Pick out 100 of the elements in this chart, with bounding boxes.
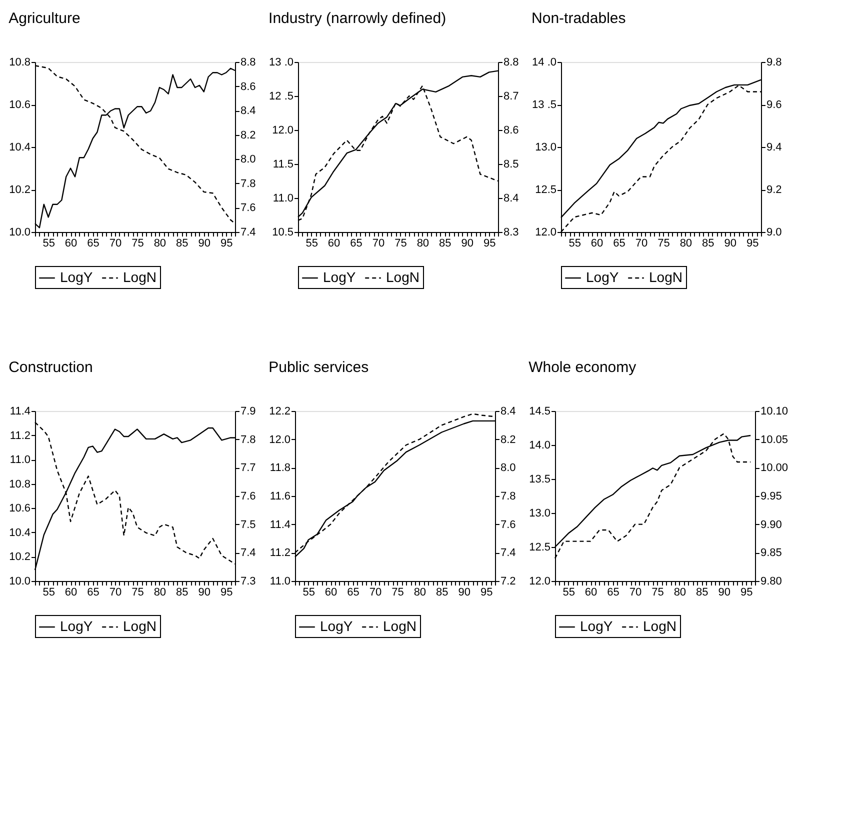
y2-tick-label: 8.3 xyxy=(504,226,519,238)
x-tick-label: 95 xyxy=(746,238,759,250)
legend-label: LogY xyxy=(60,618,94,634)
y-tick-label: 11.2 xyxy=(270,547,290,560)
y2-tick-label: 7.6 xyxy=(240,202,256,214)
chart-title: Non-tradables xyxy=(532,10,626,27)
y2-tick-label: 8.0 xyxy=(500,462,516,474)
x-tick-label: 85 xyxy=(696,586,708,598)
x-tick-label: 80 xyxy=(416,238,430,250)
y-tick-label: 14.0 xyxy=(529,440,550,452)
y-tick-label: 11.4 xyxy=(10,406,30,418)
x-tick-label: 90 xyxy=(198,238,211,250)
y2-tick-label: 7.8 xyxy=(240,434,256,446)
x-tick-label: 75 xyxy=(652,586,664,598)
x-tick-label: 80 xyxy=(154,586,166,598)
y2-tick-label: 8.8 xyxy=(504,56,519,68)
x-tick-label: 55 xyxy=(562,586,575,598)
x-tick-label: 95 xyxy=(483,238,496,250)
y2-tick-label: 7.9 xyxy=(240,406,256,418)
x-tick-label: 90 xyxy=(461,238,474,250)
x-tick-label: 75 xyxy=(394,238,407,250)
x-tick-label: 90 xyxy=(724,238,737,250)
y2-tick-label: 7.2 xyxy=(500,576,516,588)
y-tick-label: 11.4 xyxy=(270,518,290,531)
x-tick-label: 80 xyxy=(414,586,426,598)
y2-tick-label: 8.6 xyxy=(240,80,256,93)
y-tick-label: 11.0 xyxy=(10,454,30,466)
legend-label: LogY xyxy=(323,269,356,285)
x-tick-label: 75 xyxy=(392,586,404,598)
y2-tick-label: 9.4 xyxy=(766,142,782,154)
y-tick-label: 10.8 xyxy=(9,478,30,490)
y-tick-label: 11.0 xyxy=(270,576,290,588)
y-tick-label: 14.5 xyxy=(529,406,550,418)
x-tick-label: 70 xyxy=(109,238,122,250)
y-tick-label: 10.5 xyxy=(272,226,294,238)
y-tick-label: 13 .5 xyxy=(532,99,556,111)
x-tick-label: 65 xyxy=(613,238,626,250)
y2-tick-label: 7.6 xyxy=(500,518,516,531)
x-tick-label: 55 xyxy=(42,586,55,598)
x-tick-label: 60 xyxy=(64,586,78,598)
y2-tick-label: 9.2 xyxy=(766,184,782,196)
y2-tick-label: 7.8 xyxy=(240,178,256,190)
y2-tick-label: 8.4 xyxy=(240,105,256,118)
y2-tick-label: 8.4 xyxy=(504,192,519,204)
y2-tick-label: 8.8 xyxy=(240,56,256,68)
y2-tick-label: 7.7 xyxy=(240,462,256,474)
x-tick-label: 65 xyxy=(607,586,620,598)
legend-label: LogN xyxy=(643,618,676,634)
x-tick-label: 70 xyxy=(372,238,385,250)
y2-tick-label: 9.85 xyxy=(760,547,782,560)
y2-tick-label: 8.2 xyxy=(500,434,516,446)
y-tick-label: 10.2 xyxy=(9,551,30,564)
y2-tick-label: 8.4 xyxy=(500,406,516,418)
x-tick-label: 80 xyxy=(674,586,686,598)
y-tick-label: 12.0 xyxy=(272,124,294,136)
y-tick-label: 11.5 xyxy=(272,158,294,170)
y-tick-label: 11.6 xyxy=(270,490,290,502)
y-tick-label: 10.6 xyxy=(9,502,30,515)
x-tick-label: 60 xyxy=(584,586,598,598)
y2-tick-label: 7.5 xyxy=(240,518,256,531)
y2-tick-label: 7.4 xyxy=(240,226,256,238)
y2-tick-label: 10.05 xyxy=(760,434,788,446)
chart-title: Public services xyxy=(268,359,369,376)
y-tick-label: 12.0 xyxy=(269,434,290,446)
x-tick-label: 95 xyxy=(740,586,753,598)
y-tick-label: 11.0 xyxy=(272,192,294,204)
x-tick-label: 75 xyxy=(132,586,144,598)
y-tick-label: 10.0 xyxy=(9,576,30,588)
x-tick-label: 85 xyxy=(176,586,188,598)
y2-tick-label: 9.8 xyxy=(766,56,782,68)
y2-tick-label: 7.4 xyxy=(500,547,516,560)
legend-label: LogY xyxy=(320,618,354,634)
legend-label: LogN xyxy=(383,618,416,634)
x-tick-label: 70 xyxy=(109,586,122,598)
x-tick-label: 70 xyxy=(629,586,642,598)
x-tick-label: 70 xyxy=(635,238,648,250)
x-tick-label: 55 xyxy=(568,238,581,250)
chart-title: Agriculture xyxy=(8,10,80,27)
x-tick-label: 90 xyxy=(198,586,211,598)
legend-label: LogN xyxy=(123,269,156,285)
y2-tick-label: 8.6 xyxy=(504,124,519,136)
legend-label: LogY xyxy=(580,618,614,634)
y2-tick-label: 7.6 xyxy=(240,490,256,502)
x-tick-label: 55 xyxy=(306,238,318,250)
y-tick-label: 10.0 xyxy=(9,226,30,238)
y2-tick-label: 7.4 xyxy=(240,547,256,560)
y2-tick-label: 10.00 xyxy=(760,462,788,474)
y-tick-label: 10.6 xyxy=(9,99,30,111)
y2-tick-label: 8.0 xyxy=(240,154,256,166)
y-tick-label: 13.0 xyxy=(529,508,550,520)
y2-tick-label: 9.80 xyxy=(760,576,782,588)
legend-label: LogY xyxy=(586,269,620,285)
y2-tick-label: 9.95 xyxy=(760,490,782,502)
x-tick-label: 95 xyxy=(220,586,233,598)
y2-tick-label: 7.3 xyxy=(240,576,256,588)
x-tick-label: 85 xyxy=(702,238,714,250)
y-tick-label: 10.8 xyxy=(9,56,30,68)
y2-tick-label: 8.7 xyxy=(504,90,519,102)
y-tick-label: 13.0 xyxy=(535,142,556,154)
x-tick-label: 60 xyxy=(328,238,340,250)
